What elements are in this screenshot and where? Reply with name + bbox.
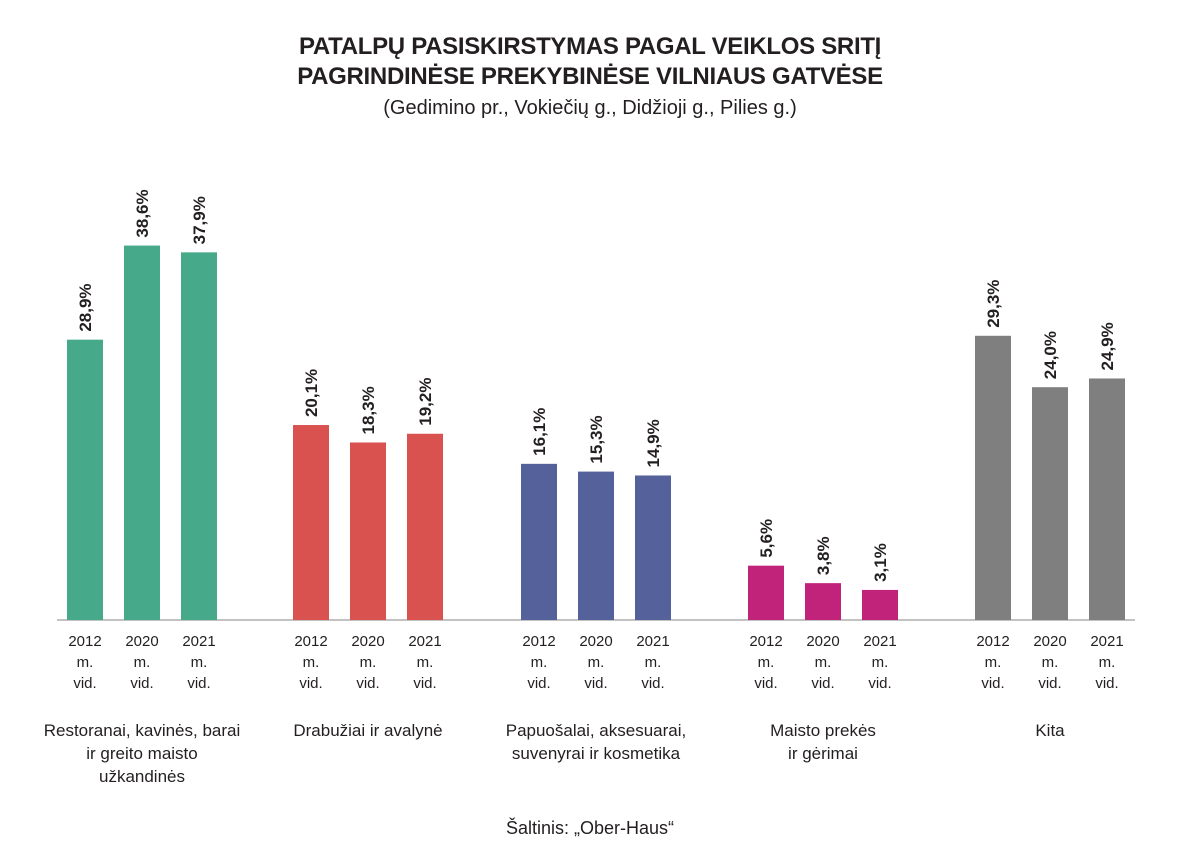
chart-title-line-2: PAGRINDINĖSE PREKYBINĖSE VILNIAUS GATVĖS… — [297, 63, 883, 90]
period-label-4-1-0: 2020 — [1033, 633, 1066, 650]
period-label-1-2-1: m. — [417, 654, 434, 671]
bar-3-0 — [748, 565, 784, 620]
period-label-1-0-2: vid. — [299, 675, 322, 692]
value-label-4-0: 29,3% — [984, 280, 1003, 328]
bar-0-0 — [67, 339, 103, 620]
period-label-1-0-1: m. — [303, 654, 320, 671]
bar-4-0 — [975, 335, 1011, 620]
category-label-4-0: Kita — [1035, 721, 1065, 740]
period-label-0-2-1: m. — [191, 654, 208, 671]
period-label-0-0-0: 2012 — [68, 633, 101, 650]
category-label-3-0: Maisto prekės — [770, 721, 876, 740]
period-label-1-1-0: 2020 — [351, 633, 384, 650]
period-label-0-1-2: vid. — [130, 675, 153, 692]
category-label-0-2: užkandinės — [99, 767, 185, 786]
bar-1-2 — [407, 433, 443, 620]
period-label-3-2-0: 2021 — [863, 633, 896, 650]
value-label-0-2: 37,9% — [190, 196, 209, 244]
period-label-3-1-2: vid. — [811, 675, 834, 692]
period-label-1-2-2: vid. — [413, 675, 436, 692]
bar-chart: 28,9% 2012 m. vid. 38,6% 2020 m. vid. 37,9% 2021 m… — [44, 189, 1135, 786]
period-label-1-1-2: vid. — [356, 675, 379, 692]
value-label-2-1: 15,3% — [587, 415, 606, 463]
value-label-3-1: 3,8% — [814, 536, 833, 575]
category-label-2-0: Papuošalai, aksesuarai, — [506, 721, 687, 740]
period-label-4-2-0: 2021 — [1090, 633, 1123, 650]
period-label-3-1-0: 2020 — [806, 633, 839, 650]
value-label-1-1: 18,3% — [359, 386, 378, 434]
chart-title-line-1: PATALPŲ PASISKIRSTYMAS PAGAL VEIKLOS SRI… — [298, 33, 882, 60]
period-label-0-2-2: vid. — [187, 675, 210, 692]
bar-2-1 — [578, 471, 614, 620]
period-label-2-0-1: m. — [531, 654, 548, 671]
bar-2-2 — [635, 475, 671, 620]
period-label-3-0-0: 2012 — [749, 633, 782, 650]
period-label-4-1-1: m. — [1042, 654, 1059, 671]
period-label-0-1-1: m. — [134, 654, 151, 671]
period-label-2-0-0: 2012 — [522, 633, 555, 650]
period-label-4-1-2: vid. — [1038, 675, 1061, 692]
period-label-2-2-1: m. — [645, 654, 662, 671]
period-label-4-0-2: vid. — [981, 675, 1004, 692]
bar-2-0 — [521, 463, 557, 620]
period-label-4-2-2: vid. — [1095, 675, 1118, 692]
value-label-1-2: 19,2% — [416, 378, 435, 426]
period-label-4-0-0: 2012 — [976, 633, 1009, 650]
category-label-0-0: Restoranai, kavinės, barai — [44, 721, 241, 740]
bar-1-0 — [293, 425, 329, 620]
period-label-3-2-1: m. — [872, 654, 889, 671]
bar-4-2 — [1089, 378, 1125, 620]
value-label-0-1: 38,6% — [133, 189, 152, 237]
bar-0-1 — [124, 245, 160, 620]
category-label-0-1: ir greito maisto — [86, 744, 197, 763]
period-label-2-2-0: 2021 — [636, 633, 669, 650]
bar-4-1 — [1032, 387, 1068, 620]
value-label-3-2: 3,1% — [871, 543, 890, 582]
bar-3-1 — [805, 583, 841, 620]
period-label-0-2-0: 2021 — [182, 633, 215, 650]
period-label-2-2-2: vid. — [641, 675, 664, 692]
period-label-0-1-0: 2020 — [125, 633, 158, 650]
category-label-2-1: suvenyrai ir kosmetika — [512, 744, 681, 763]
bar-0-2 — [181, 252, 217, 620]
value-label-2-2: 14,9% — [644, 419, 663, 467]
period-label-4-2-1: m. — [1099, 654, 1116, 671]
period-label-4-0-1: m. — [985, 654, 1002, 671]
bar-1-1 — [350, 442, 386, 620]
period-label-2-0-2: vid. — [527, 675, 550, 692]
period-label-2-1-0: 2020 — [579, 633, 612, 650]
period-label-0-0-2: vid. — [73, 675, 96, 692]
category-label-1-0: Drabužiai ir avalynė — [293, 721, 442, 740]
period-label-1-2-0: 2021 — [408, 633, 441, 650]
period-label-0-0-1: m. — [77, 654, 94, 671]
period-label-1-1-1: m. — [360, 654, 377, 671]
category-label-3-1: ir gėrimai — [788, 744, 858, 763]
bar-3-2 — [862, 589, 898, 620]
value-label-2-0: 16,1% — [530, 408, 549, 456]
period-label-3-1-1: m. — [815, 654, 832, 671]
source-note: Šaltinis: „Ober-Haus“ — [505, 818, 675, 838]
value-label-0-0: 28,9% — [76, 283, 95, 331]
period-label-2-1-2: vid. — [584, 675, 607, 692]
chart-subtitle: (Gedimino pr., Vokiečių g., Didžioji g.,… — [383, 97, 797, 119]
period-label-1-0-0: 2012 — [294, 633, 327, 650]
period-label-3-0-1: m. — [758, 654, 775, 671]
value-label-4-1: 24,0% — [1041, 331, 1060, 379]
period-label-3-2-2: vid. — [868, 675, 891, 692]
value-label-1-0: 20,1% — [302, 369, 321, 417]
period-label-3-0-2: vid. — [754, 675, 777, 692]
period-label-2-1-1: m. — [588, 654, 605, 671]
value-label-3-0: 5,6% — [757, 519, 776, 558]
value-label-4-2: 24,9% — [1098, 322, 1117, 370]
